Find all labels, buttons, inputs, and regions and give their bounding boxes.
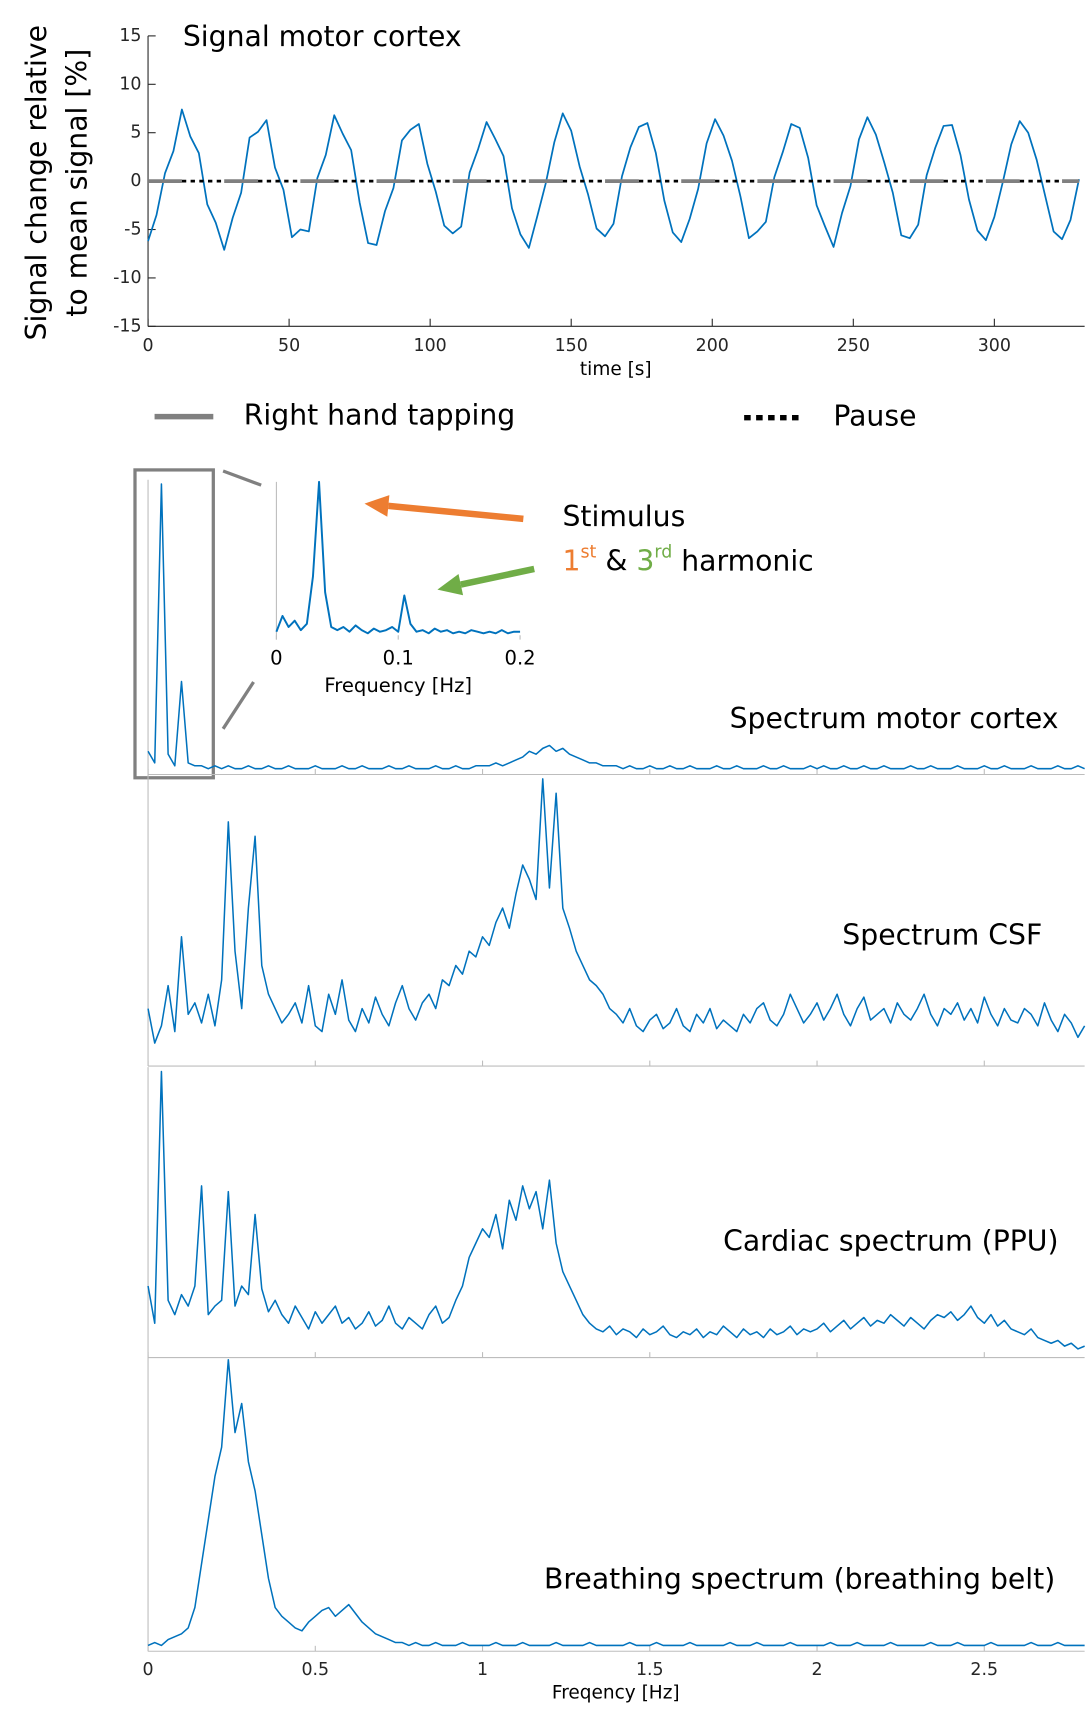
spectrum-line xyxy=(147,778,1086,1044)
annotation-part: st xyxy=(580,542,596,562)
annotation-part: harmonic xyxy=(672,544,813,577)
x-axis-label: time [s] xyxy=(580,359,652,380)
series-line xyxy=(147,108,1080,251)
x-tick-label: 0.1 xyxy=(383,647,414,670)
x-tick-label: 150 xyxy=(555,336,588,356)
x-tick-label: 0.5 xyxy=(301,1660,329,1680)
x-tick-label: 2 xyxy=(811,1660,822,1680)
x-tick-label: 0.2 xyxy=(504,647,535,670)
x-tick-label: 0 xyxy=(143,336,154,356)
y-tick-label: -15 xyxy=(113,316,141,336)
x-tick-label: 100 xyxy=(414,336,447,356)
annotation-part: 3 xyxy=(636,544,654,577)
annotation-arrow xyxy=(460,565,535,588)
x-axis-label: Freqency [Hz] xyxy=(552,1683,680,1704)
y-tick-label: 15 xyxy=(119,26,141,46)
zoom-connector xyxy=(222,469,262,487)
zoom-box xyxy=(133,468,215,780)
annotation-title: Stimulus xyxy=(562,500,685,533)
x-tick-label: 250 xyxy=(837,336,870,356)
x-tick-label: 0 xyxy=(270,647,282,670)
spectrum-line xyxy=(147,1358,1085,1647)
annotation-arrow xyxy=(388,502,524,523)
panel-label: Spectrum CSF xyxy=(842,919,1042,952)
inset-line xyxy=(275,480,521,635)
annotation-part: & xyxy=(596,544,636,577)
y-axis-label: to mean signal [%] xyxy=(60,49,93,317)
legend-label: Pause xyxy=(833,400,916,433)
x-tick-label: 300 xyxy=(978,336,1011,356)
x-tick-label: 2.5 xyxy=(970,1660,998,1680)
y-axis-label: Signal change relative xyxy=(20,25,53,340)
y-tick-label: -10 xyxy=(113,268,141,288)
zoom-connector xyxy=(221,681,255,730)
annotation-text: 1st & 3rd harmonic xyxy=(562,542,813,577)
chart-title: Signal motor cortex xyxy=(183,20,462,53)
x-tick-label: 0 xyxy=(143,1660,154,1680)
x-tick-label: 50 xyxy=(278,336,300,356)
y-tick-label: 10 xyxy=(119,74,141,94)
panel-label: Cardiac spectrum (PPU) xyxy=(723,1224,1058,1257)
annotation-part: 1 xyxy=(562,544,580,577)
panel-label: Spectrum motor cortex xyxy=(730,702,1059,735)
x-axis-label: Frequency [Hz] xyxy=(324,674,472,697)
y-tick-label: 0 xyxy=(130,171,141,191)
x-tick-label: 1.5 xyxy=(636,1660,664,1680)
spectrum-line xyxy=(147,1070,1085,1350)
panel-label: Breathing spectrum (breathing belt) xyxy=(544,1563,1055,1596)
x-tick-label: 200 xyxy=(696,336,729,356)
x-tick-label: 1 xyxy=(477,1660,488,1680)
annotation-part: rd xyxy=(654,542,672,562)
annotation-arrowhead xyxy=(364,495,390,517)
spectrum-line xyxy=(147,483,1085,770)
y-tick-label: -5 xyxy=(124,220,141,240)
legend-label: Right hand tapping xyxy=(244,399,515,432)
y-tick-label: 5 xyxy=(130,123,141,143)
annotation-arrowhead xyxy=(437,573,464,596)
